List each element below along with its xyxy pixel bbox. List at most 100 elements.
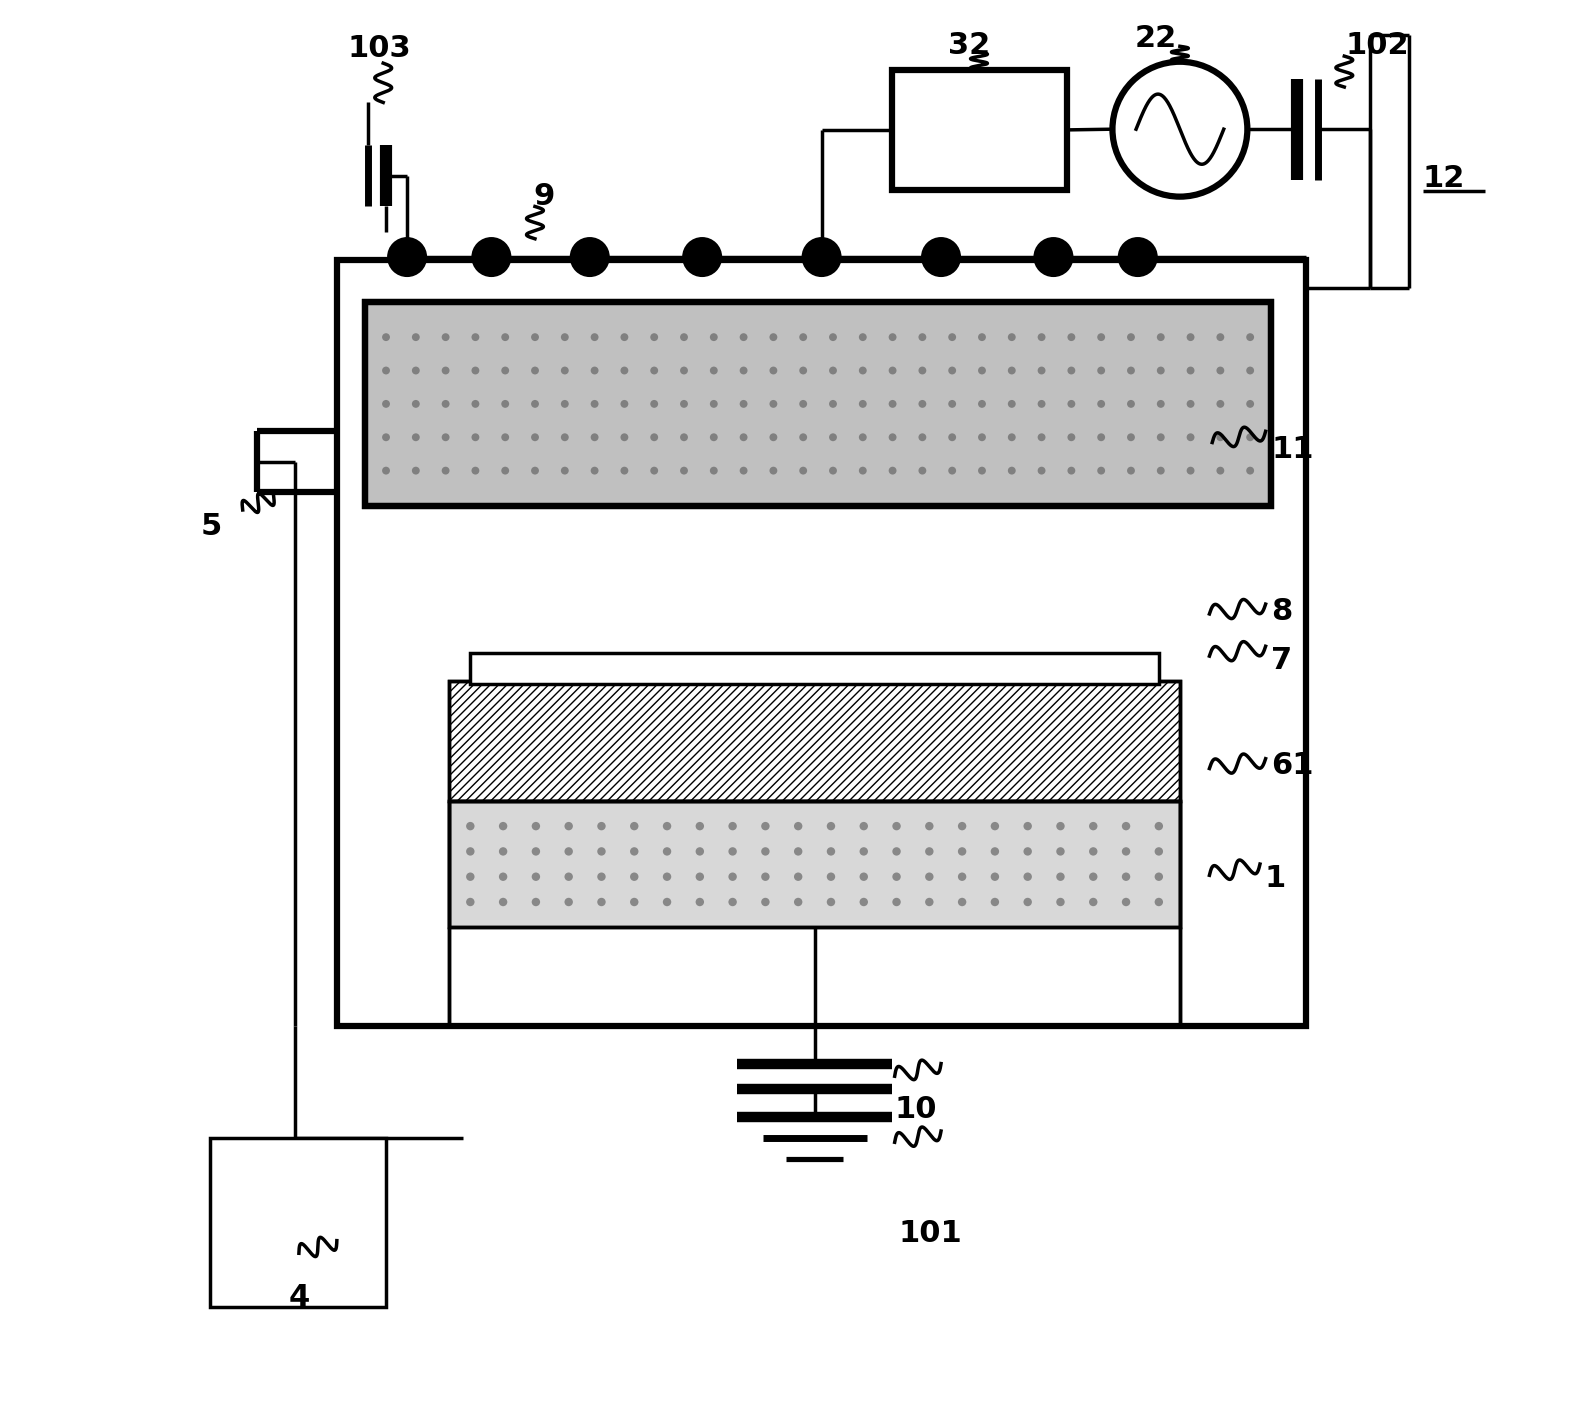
Circle shape	[1089, 873, 1098, 881]
Circle shape	[532, 366, 540, 375]
Circle shape	[728, 873, 736, 881]
Circle shape	[892, 847, 901, 856]
Bar	[365, 302, 1271, 505]
Circle shape	[1246, 366, 1254, 375]
Circle shape	[828, 433, 836, 441]
Circle shape	[740, 366, 747, 375]
Circle shape	[1187, 333, 1195, 341]
Circle shape	[560, 400, 568, 407]
Circle shape	[695, 847, 705, 856]
Circle shape	[1122, 898, 1130, 907]
Circle shape	[709, 366, 717, 375]
Circle shape	[663, 847, 671, 856]
Circle shape	[382, 333, 390, 341]
Circle shape	[501, 433, 509, 441]
Circle shape	[762, 898, 770, 907]
Circle shape	[597, 873, 606, 881]
Circle shape	[471, 366, 479, 375]
Circle shape	[949, 366, 955, 375]
Circle shape	[1008, 400, 1016, 407]
Circle shape	[1246, 400, 1254, 407]
Circle shape	[630, 847, 638, 856]
Circle shape	[621, 366, 628, 375]
Circle shape	[978, 333, 986, 341]
Circle shape	[590, 400, 598, 407]
Circle shape	[1216, 333, 1224, 341]
Circle shape	[800, 467, 808, 474]
Circle shape	[501, 400, 509, 407]
Text: 7: 7	[1271, 646, 1292, 675]
Circle shape	[473, 238, 509, 275]
Text: 103: 103	[348, 34, 411, 64]
Circle shape	[681, 333, 687, 341]
Circle shape	[978, 433, 986, 441]
Circle shape	[859, 433, 867, 441]
Circle shape	[630, 873, 638, 881]
Circle shape	[770, 333, 778, 341]
Circle shape	[959, 898, 966, 907]
Circle shape	[762, 873, 770, 881]
Circle shape	[1127, 433, 1135, 441]
Circle shape	[382, 467, 390, 474]
Circle shape	[498, 847, 508, 856]
Circle shape	[590, 433, 598, 441]
Circle shape	[467, 898, 475, 907]
Circle shape	[889, 366, 897, 375]
Circle shape	[565, 898, 573, 907]
Circle shape	[925, 873, 933, 881]
Circle shape	[728, 898, 736, 907]
Circle shape	[501, 333, 509, 341]
Circle shape	[800, 433, 808, 441]
Circle shape	[532, 433, 540, 441]
Circle shape	[663, 822, 671, 830]
Bar	[336, 260, 1306, 1026]
Circle shape	[859, 467, 867, 474]
Circle shape	[651, 333, 659, 341]
Circle shape	[1038, 333, 1046, 341]
Circle shape	[1038, 433, 1046, 441]
Text: 11: 11	[1271, 436, 1314, 464]
Circle shape	[949, 400, 955, 407]
Circle shape	[471, 400, 479, 407]
Circle shape	[1008, 433, 1016, 441]
Circle shape	[441, 400, 449, 407]
Circle shape	[828, 333, 836, 341]
Circle shape	[1024, 822, 1032, 830]
Circle shape	[590, 467, 598, 474]
Circle shape	[1008, 467, 1016, 474]
Circle shape	[860, 873, 868, 881]
Circle shape	[827, 898, 835, 907]
Circle shape	[1008, 366, 1016, 375]
Circle shape	[949, 467, 955, 474]
Circle shape	[1216, 467, 1224, 474]
Circle shape	[1097, 433, 1105, 441]
Circle shape	[532, 898, 540, 907]
Circle shape	[1038, 400, 1046, 407]
Circle shape	[1155, 847, 1163, 856]
Bar	[449, 800, 1179, 927]
Circle shape	[709, 433, 717, 441]
Circle shape	[740, 400, 747, 407]
Circle shape	[1119, 238, 1155, 275]
Circle shape	[441, 366, 449, 375]
Circle shape	[1127, 333, 1135, 341]
Circle shape	[1008, 333, 1016, 341]
Circle shape	[532, 333, 540, 341]
Text: 102: 102	[1346, 31, 1409, 61]
Text: 5: 5	[200, 512, 222, 541]
Circle shape	[925, 822, 933, 830]
Circle shape	[651, 366, 659, 375]
Circle shape	[695, 873, 705, 881]
Circle shape	[1068, 366, 1076, 375]
Circle shape	[1068, 467, 1076, 474]
Circle shape	[740, 433, 747, 441]
Circle shape	[925, 898, 933, 907]
Circle shape	[1157, 366, 1165, 375]
Circle shape	[471, 433, 479, 441]
Circle shape	[827, 873, 835, 881]
Circle shape	[1057, 847, 1065, 856]
Bar	[449, 681, 1179, 800]
Circle shape	[532, 822, 540, 830]
Circle shape	[467, 847, 475, 856]
Circle shape	[990, 847, 1000, 856]
